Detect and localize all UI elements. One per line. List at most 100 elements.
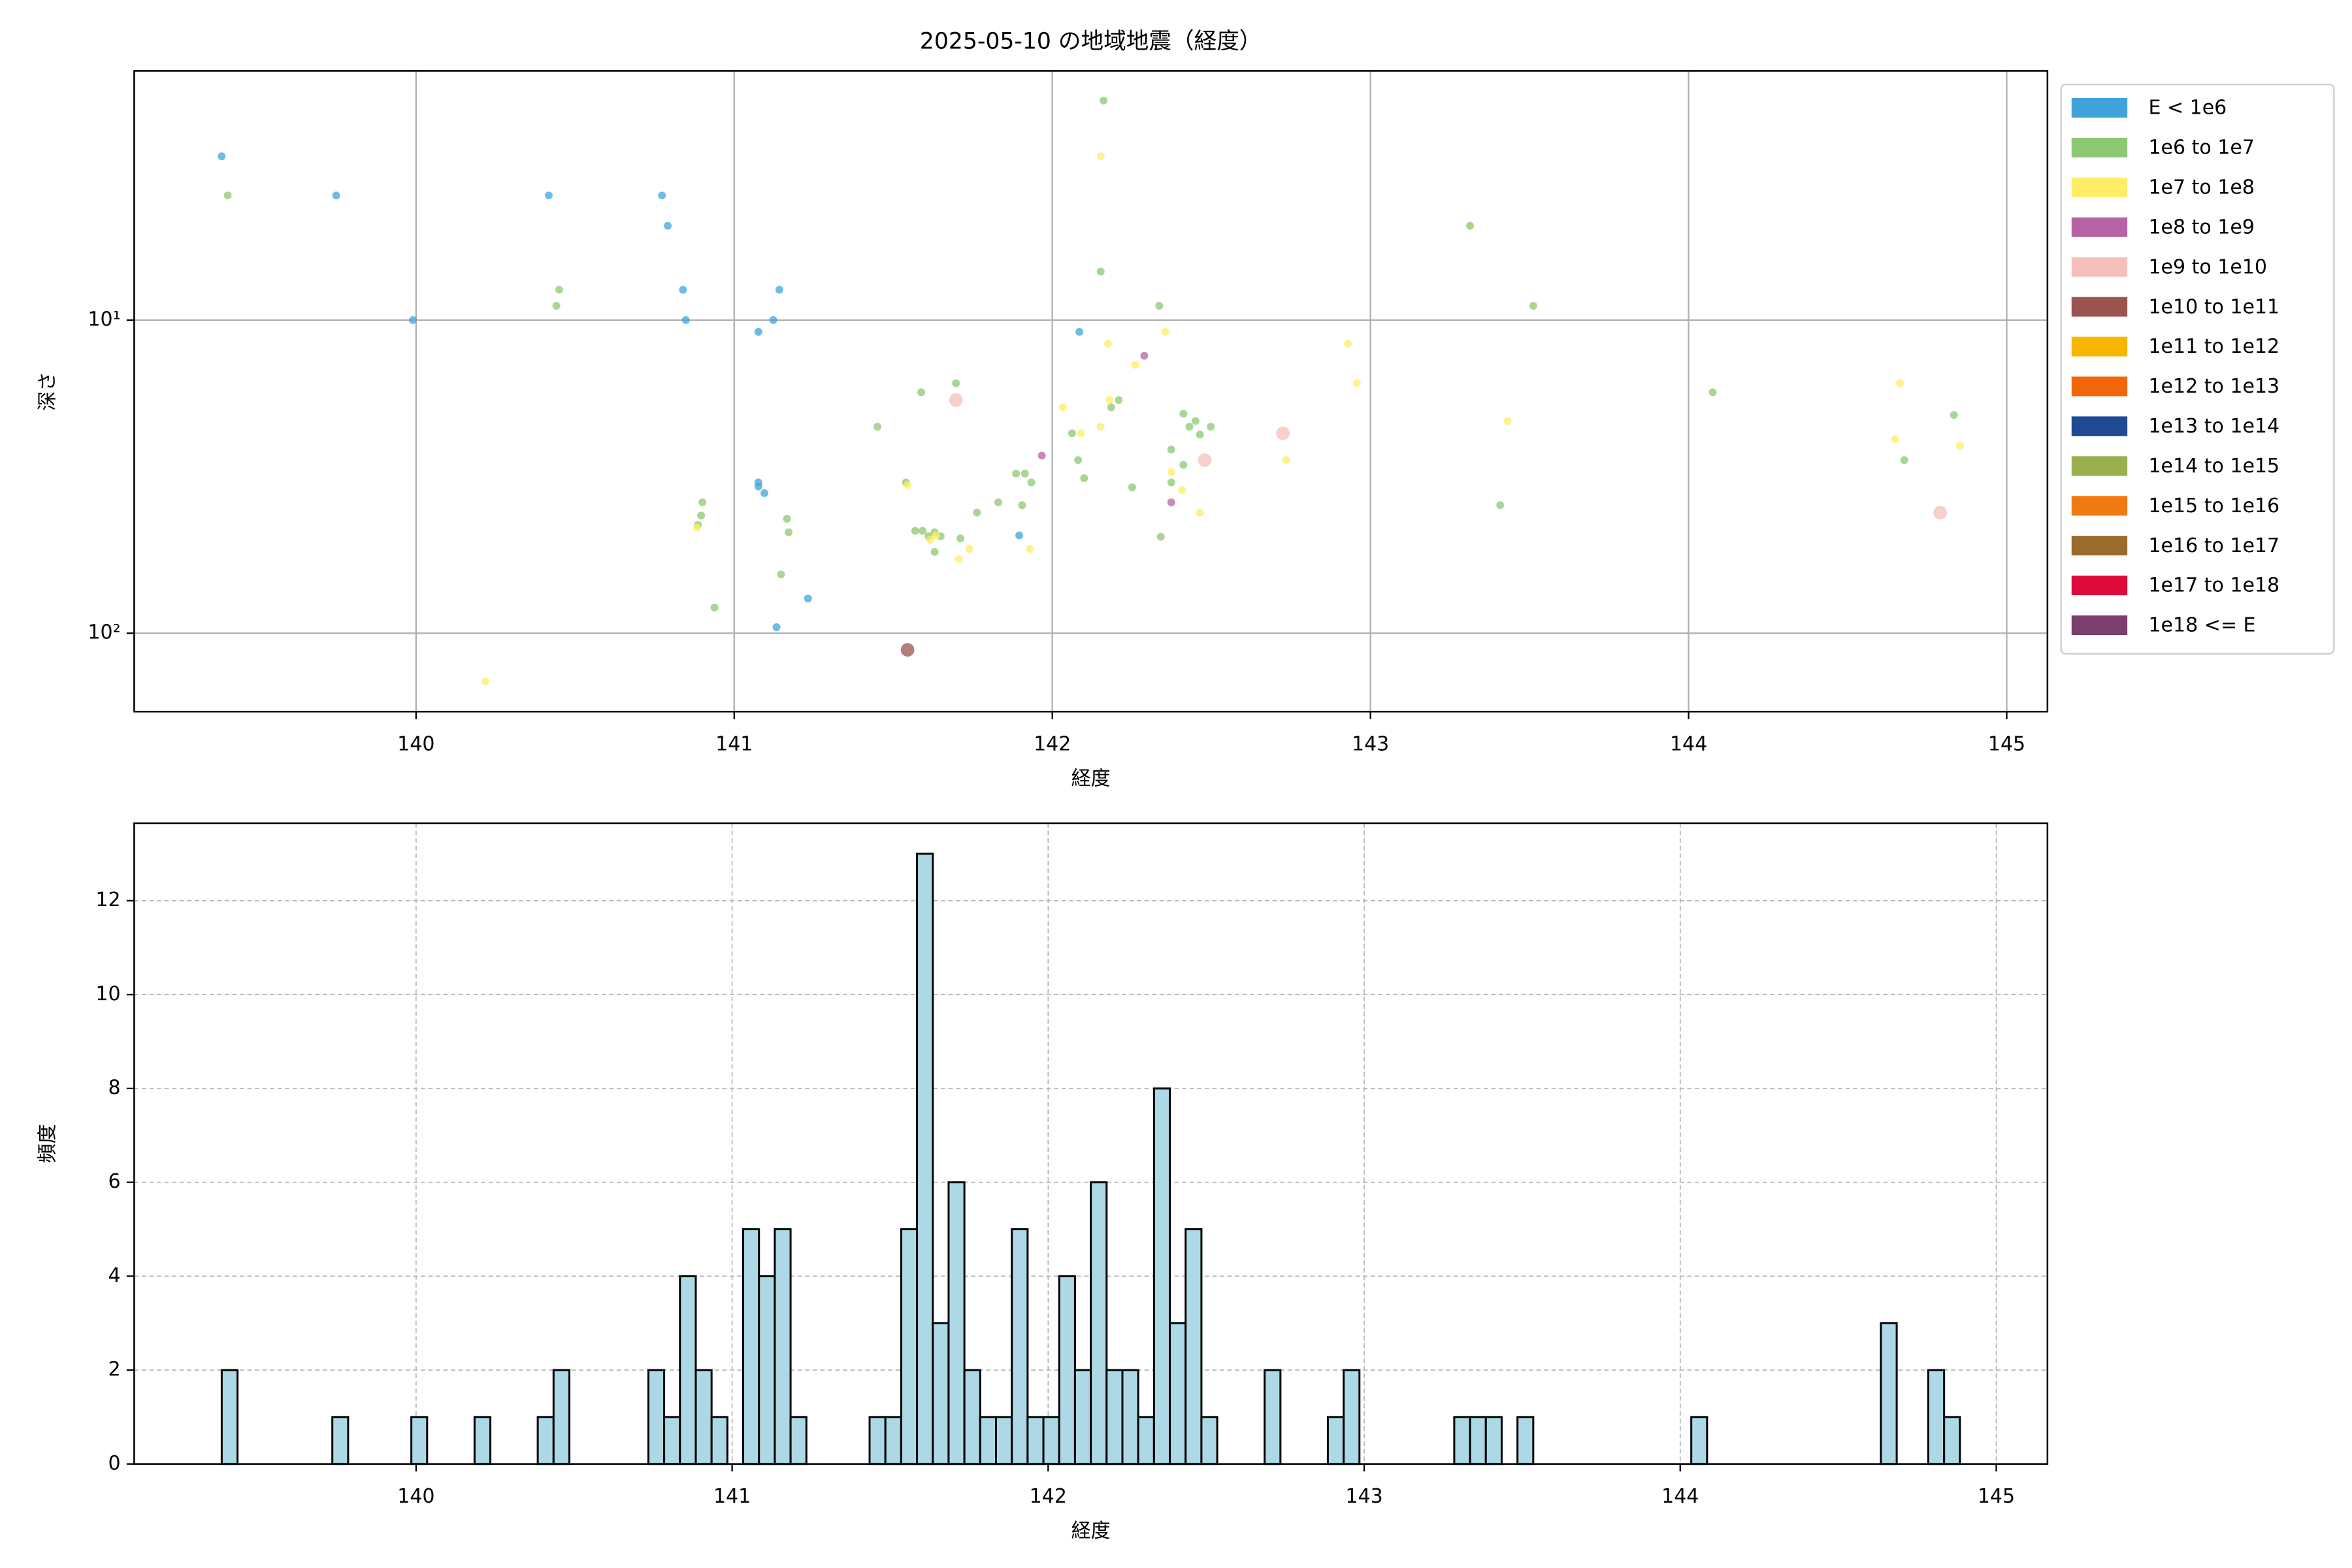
scatter-point [1167,446,1175,454]
plot-frame [133,822,2049,1465]
x-tick-label: 140 [397,1485,434,1508]
x-tick-label: 140 [397,733,434,756]
histogram-bar [758,1275,776,1465]
scatter-point [663,221,672,230]
scatter-point [1344,340,1352,348]
y-tick-label: 0 [108,1452,121,1475]
scatter-point [1895,379,1904,387]
scatter-point [1100,96,1108,105]
scatter-point [693,523,701,532]
x-tick-label: 142 [1030,1485,1067,1508]
histogram-bar [1880,1322,1898,1465]
scatter-point [1185,423,1194,431]
scatter-point [1128,483,1136,491]
scatter-point [1708,388,1717,397]
legend-swatch [2071,416,2128,436]
scatter-point [1068,429,1076,438]
scatter-point [1156,532,1165,541]
y-tick-label: 6 [108,1170,121,1193]
scatter-point [1529,301,1537,310]
scatter-point [932,531,940,540]
histogram-bar [900,1228,919,1465]
scatter-point [481,678,489,686]
scatter-point [1900,456,1908,465]
legend-frame [2060,84,2335,655]
legend-label: 1e13 to 1e14 [2148,415,2279,438]
legend-swatch [2071,376,2128,397]
histogram-bar [932,1322,950,1465]
histogram-bar [1943,1416,1961,1465]
histogram-bar [742,1228,760,1465]
histogram-bar [1090,1181,1108,1465]
scatter-point [1096,423,1105,431]
scatter-point [1015,531,1024,540]
x-axis-label: 経度 [1071,768,1111,791]
y-tick-label: 12 [95,889,120,911]
legend-label: E < 1e6 [2148,97,2227,120]
x-tick-label: 141 [715,733,753,756]
scatter-point [1131,361,1139,369]
scatter-point [930,547,939,556]
scatter-point [1179,410,1188,418]
y-tick-label: 10 [95,983,120,1005]
scatter-point [1891,435,1899,444]
scatter-point [1178,486,1186,495]
legend-swatch [2071,98,2128,118]
scatter-point [873,423,881,431]
scatter-point [1167,478,1175,487]
scatter-point [1103,340,1112,348]
x-tick-label: 145 [1978,1485,2015,1508]
histogram-bar [710,1416,728,1465]
scatter-point [772,623,781,632]
scatter-point [965,545,973,553]
scatter-point [710,603,719,612]
scatter-point [658,191,666,200]
y-tick-label: 10² [88,621,120,644]
scatter-point [1955,441,1964,449]
histogram-bar [1690,1416,1708,1465]
scatter-point [904,481,912,489]
histogram-bar [1121,1369,1139,1465]
histogram-bar [410,1416,429,1465]
legend-swatch [2071,576,2128,596]
scatter-point [1352,379,1361,387]
scatter-point [698,498,707,506]
scatter-point [785,528,793,536]
scatter-point [1058,403,1067,412]
x-tick-label: 141 [713,1485,751,1508]
legend-swatch [2071,297,2128,317]
scatter-point [679,286,687,294]
histogram-bar [963,1369,981,1465]
legend-swatch [2071,496,2128,516]
scatter-point [1018,501,1026,510]
scatter-point [1276,426,1290,440]
legend-label: 1e14 to 1e15 [2148,455,2279,478]
scatter-point [1074,456,1083,465]
scatter-point [955,555,963,563]
histogram-bar [789,1416,808,1465]
scatter-point [1196,431,1204,439]
scatter-point [1037,451,1046,460]
x-tick-label: 144 [1670,733,1707,756]
scatter-point [911,527,919,535]
legend-label: 1e7 to 1e8 [2148,176,2254,199]
scatter-point [949,393,963,407]
histogram-bar [552,1369,570,1465]
histogram-bar [1137,1416,1155,1465]
histogram-bar [536,1416,555,1465]
y-tick-label: 10¹ [88,308,120,331]
scatter-point [1167,468,1175,476]
legend-swatch [2071,217,2128,237]
legend-label: 1e18 <= E [2148,614,2255,637]
x-axis-label: 経度 [1071,1520,1111,1543]
x-tick-label: 143 [1352,733,1389,756]
histogram-bar [1105,1369,1124,1465]
scatter-point [1115,396,1123,404]
histogram-bar [331,1416,350,1465]
legend-swatch [2071,536,2128,556]
scatter-point [760,489,769,497]
scatter-point [1077,429,1085,438]
y-axis-label: 深さ [36,372,59,411]
